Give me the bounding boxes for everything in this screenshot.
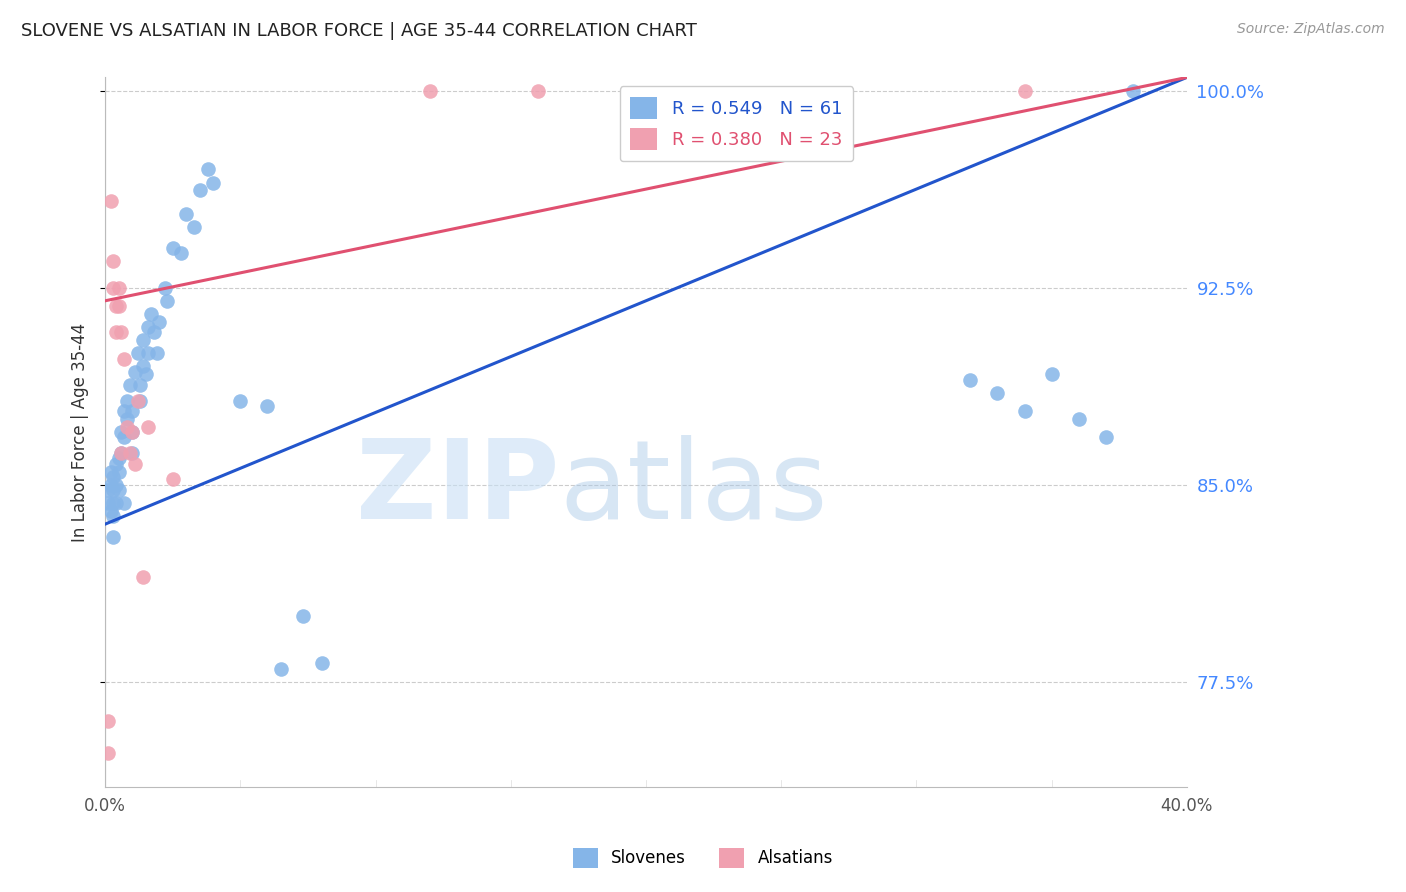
Point	[527, 84, 550, 98]
Point	[112, 351, 135, 366]
Point	[124, 365, 146, 379]
Y-axis label: In Labor Force | Age 35-44: In Labor Force | Age 35-44	[72, 323, 89, 541]
Point	[121, 446, 143, 460]
Point	[110, 446, 132, 460]
Point	[959, 373, 981, 387]
Point	[202, 176, 225, 190]
Point	[105, 326, 128, 340]
Point	[105, 299, 128, 313]
Point	[103, 254, 125, 268]
Point	[97, 496, 120, 510]
Point	[419, 84, 441, 98]
Point	[100, 194, 122, 208]
Point	[103, 470, 125, 484]
Point	[162, 472, 184, 486]
Point	[110, 425, 132, 439]
Point	[105, 477, 128, 491]
Point	[107, 483, 129, 497]
Point	[129, 393, 152, 408]
Point	[97, 746, 120, 760]
Point	[156, 293, 179, 308]
Text: Source: ZipAtlas.com: Source: ZipAtlas.com	[1237, 22, 1385, 37]
Point	[127, 346, 149, 360]
Point	[176, 207, 198, 221]
Point	[1067, 412, 1090, 426]
Point	[115, 393, 138, 408]
Point	[142, 326, 165, 340]
Point	[103, 496, 125, 510]
Text: SLOVENE VS ALSATIAN IN LABOR FORCE | AGE 35-44 CORRELATION CHART: SLOVENE VS ALSATIAN IN LABOR FORCE | AGE…	[21, 22, 697, 40]
Point	[121, 425, 143, 439]
Point	[256, 399, 278, 413]
Point	[115, 412, 138, 426]
Point	[183, 220, 205, 235]
Point	[100, 504, 122, 518]
Point	[1014, 84, 1036, 98]
Point	[138, 346, 160, 360]
Point	[138, 420, 160, 434]
Point	[103, 483, 125, 497]
Point	[129, 377, 152, 392]
Point	[132, 569, 155, 583]
Point	[127, 393, 149, 408]
Point	[197, 162, 219, 177]
Point	[153, 280, 176, 294]
Point	[97, 483, 120, 497]
Text: ZIP: ZIP	[356, 435, 560, 542]
Point	[124, 457, 146, 471]
Point	[291, 609, 314, 624]
Point	[115, 420, 138, 434]
Point	[118, 446, 141, 460]
Point	[1014, 404, 1036, 418]
Point	[170, 246, 193, 260]
Point	[132, 359, 155, 374]
Point	[112, 404, 135, 418]
Text: atlas: atlas	[560, 435, 828, 542]
Point	[107, 280, 129, 294]
Legend: R = 0.549   N = 61, R = 0.380   N = 23: R = 0.549 N = 61, R = 0.380 N = 23	[620, 87, 853, 161]
Point	[100, 477, 122, 491]
Legend: Slovenes, Alsatians: Slovenes, Alsatians	[567, 841, 839, 875]
Point	[112, 430, 135, 444]
Point	[121, 404, 143, 418]
Point	[986, 385, 1008, 400]
Point	[105, 457, 128, 471]
Point	[1122, 84, 1144, 98]
Point	[103, 530, 125, 544]
Point	[135, 368, 157, 382]
Point	[103, 509, 125, 524]
Point	[188, 183, 211, 197]
Point	[148, 315, 170, 329]
Point	[97, 714, 120, 728]
Point	[145, 346, 167, 360]
Point	[118, 377, 141, 392]
Point	[112, 496, 135, 510]
Point	[141, 307, 163, 321]
Point	[100, 465, 122, 479]
Point	[1094, 430, 1116, 444]
Point	[311, 657, 333, 671]
Point	[110, 446, 132, 460]
Point	[103, 280, 125, 294]
Point	[107, 299, 129, 313]
Point	[138, 320, 160, 334]
Point	[107, 465, 129, 479]
Point	[107, 451, 129, 466]
Point	[1040, 368, 1063, 382]
Point	[132, 333, 155, 347]
Point	[121, 425, 143, 439]
Point	[162, 241, 184, 255]
Point	[270, 662, 292, 676]
Point	[105, 496, 128, 510]
Point	[110, 326, 132, 340]
Point	[229, 393, 252, 408]
